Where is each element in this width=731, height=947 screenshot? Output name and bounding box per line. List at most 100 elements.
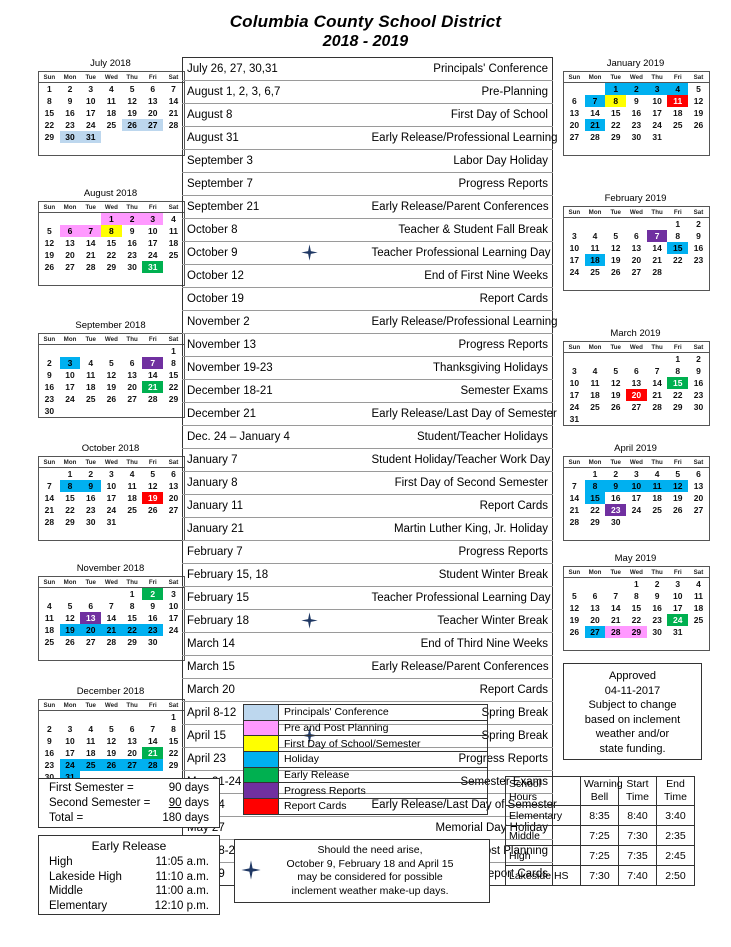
event-description: Early Release/Parent Conferences <box>367 655 553 679</box>
weekday-header: Sun <box>563 456 585 468</box>
calendar-day-empty <box>626 218 647 231</box>
calendar-day: 27 <box>85 637 96 647</box>
calendar-day: 5 <box>67 601 73 611</box>
calendar-day: 21 <box>168 108 179 118</box>
weekday-header: Tue <box>605 71 627 83</box>
calendar-day: 6 <box>129 724 135 734</box>
calendar-day-empty <box>80 648 101 661</box>
early-release-school: Lakeside High <box>49 870 122 883</box>
mini-calendar-week: 1 <box>39 345 185 358</box>
weekday-header: Wed <box>101 576 122 588</box>
calendar-day: 21 <box>652 255 662 265</box>
event-date: January 8 <box>182 471 368 495</box>
calendar-day: 16 <box>693 378 704 388</box>
calendar-day-empty <box>142 345 163 358</box>
calendar-day: 3 <box>675 579 681 589</box>
school-hours-header-cell: School Hours <box>505 776 581 806</box>
calendar-day-highlighted: 3 <box>59 357 81 369</box>
weekday-header: Thu <box>121 699 143 711</box>
calendar-day: 1 <box>675 354 681 364</box>
mini-calendar-week <box>564 278 710 291</box>
mini-calendar-week: 17 18 19 20 21 22 23 <box>564 389 710 401</box>
legend-color-swatch <box>243 751 279 768</box>
calendar-day-empty <box>688 516 709 528</box>
calendar-day: 14 <box>590 108 600 118</box>
mini-calendar-week: 15 16 17 18 19 20 21 <box>39 107 185 119</box>
mini-calendar-caption: August 2018 <box>83 188 138 199</box>
calendar-day-empty <box>39 468 60 481</box>
mini-calendar-grid: Sun Mon Tue Wed Thu Fri Sat 1 2 3 4 5 6 7 8 9 10 11 12 13 1… <box>563 206 710 291</box>
event-description: Martin Luther King, Jr. Holiday <box>367 517 553 541</box>
calendar-day-empty <box>101 273 122 286</box>
calendar-day: 8 <box>634 591 639 601</box>
school-hours-warning-bell: 7:30 <box>580 865 619 886</box>
calendar-day-highlighted: 4 <box>667 82 689 95</box>
calendar-day-empty <box>564 578 585 591</box>
calendar-day: 19 <box>673 493 683 503</box>
calendar-day: 5 <box>46 226 52 236</box>
calendar-day: 8 <box>171 724 176 734</box>
mini-calendar-week: 12 13 14 15 16 17 18 <box>39 237 185 249</box>
event-row: September 7 Progress Reports <box>182 172 553 196</box>
calendar-day-empty <box>688 638 709 651</box>
mini-calendar-week: 21 22 23 24 25 26 27 <box>564 504 710 516</box>
weekday-header: Sun <box>563 341 585 353</box>
mini-calendar-grid: Sun Mon Tue Wed Thu Fri Sat 1 2 3 4 5 6 7 8 9 10 11 12 13 1… <box>563 566 710 651</box>
calendar-day: 29 <box>127 637 137 647</box>
calendar-day: 9 <box>696 231 701 241</box>
calendar-day-empty <box>585 218 606 231</box>
event-date: February 15, 18 <box>182 563 368 587</box>
calendar-day-empty <box>564 143 585 156</box>
calendar-day: 26 <box>673 505 683 515</box>
mini-calendar-caption: March 2019 <box>610 328 661 339</box>
calendar-day: 4 <box>88 358 94 368</box>
mini-calendar-week: 27 28 29 30 31 <box>564 131 710 143</box>
calendar-day-highlighted: 7 <box>646 230 668 242</box>
calendar-day-empty <box>626 353 647 366</box>
calendar-day: 8 <box>171 358 176 368</box>
calendar-day: 27 <box>168 505 179 515</box>
event-description: Report Cards <box>367 494 553 518</box>
mini-calendar: July 2018 Sun Mon Tue Wed Thu Fri Sat 1 2 3 4 5 6 7 8 9 1… <box>38 58 185 156</box>
calendar-day: 10 <box>65 736 75 746</box>
calendar-day-empty <box>122 273 143 286</box>
weekday-header: Fri <box>667 206 689 218</box>
calendar-day: 23 <box>44 760 55 770</box>
event-row: March 15 Early Release/Parent Conferences <box>182 655 553 679</box>
weekday-header: Wed <box>626 206 647 218</box>
calendar-day: 5 <box>109 358 114 368</box>
calendar-day: 25 <box>590 267 600 277</box>
event-row: August 8 First Day of School <box>182 103 553 127</box>
calendar-day: 6 <box>634 231 639 241</box>
event-description: Pre-Planning <box>367 80 553 104</box>
calendar-day: 4 <box>46 601 52 611</box>
calendar-day-highlighted: 11 <box>646 480 668 492</box>
calendar-day-empty <box>101 131 122 143</box>
calendar-day: 16 <box>127 238 137 248</box>
calendar-day: 6 <box>88 601 94 611</box>
calendar-day: 5 <box>613 366 619 376</box>
inclement-weather-note-box: Should the need arise, October 9, Februar… <box>234 839 490 903</box>
calendar-day: 9 <box>634 96 639 106</box>
calendar-day-empty <box>626 528 647 541</box>
calendar-day: 18 <box>673 108 683 118</box>
event-date: December 18-21 <box>182 379 368 403</box>
mini-calendar-week: 24 25 26 27 28 <box>564 266 710 278</box>
event-date: October 9 <box>182 241 368 265</box>
calendar-day-empty <box>585 413 606 426</box>
mini-calendar-grid: Sun Mon Tue Wed Thu Fri Sat 1 2 3 4 5 6 7 8 9 10 11 12 13 1… <box>38 576 185 661</box>
event-row: February 18 Teacher Winter Break <box>182 609 553 633</box>
event-description: Early Release/Last Day of Semester <box>367 402 557 426</box>
event-date: Dec. 24 – January 4 <box>182 425 368 449</box>
calendar-day: 13 <box>168 481 179 491</box>
calendar-day-empty <box>626 143 647 156</box>
event-row: November 19-23 Thanksgiving Holidays <box>182 356 553 380</box>
event-row: March 14 End of Third Nine Weeks <box>182 632 553 656</box>
calendar-day: 15 <box>610 108 621 118</box>
calendar-day: 16 <box>44 748 55 758</box>
weekday-header: Thu <box>646 206 668 218</box>
